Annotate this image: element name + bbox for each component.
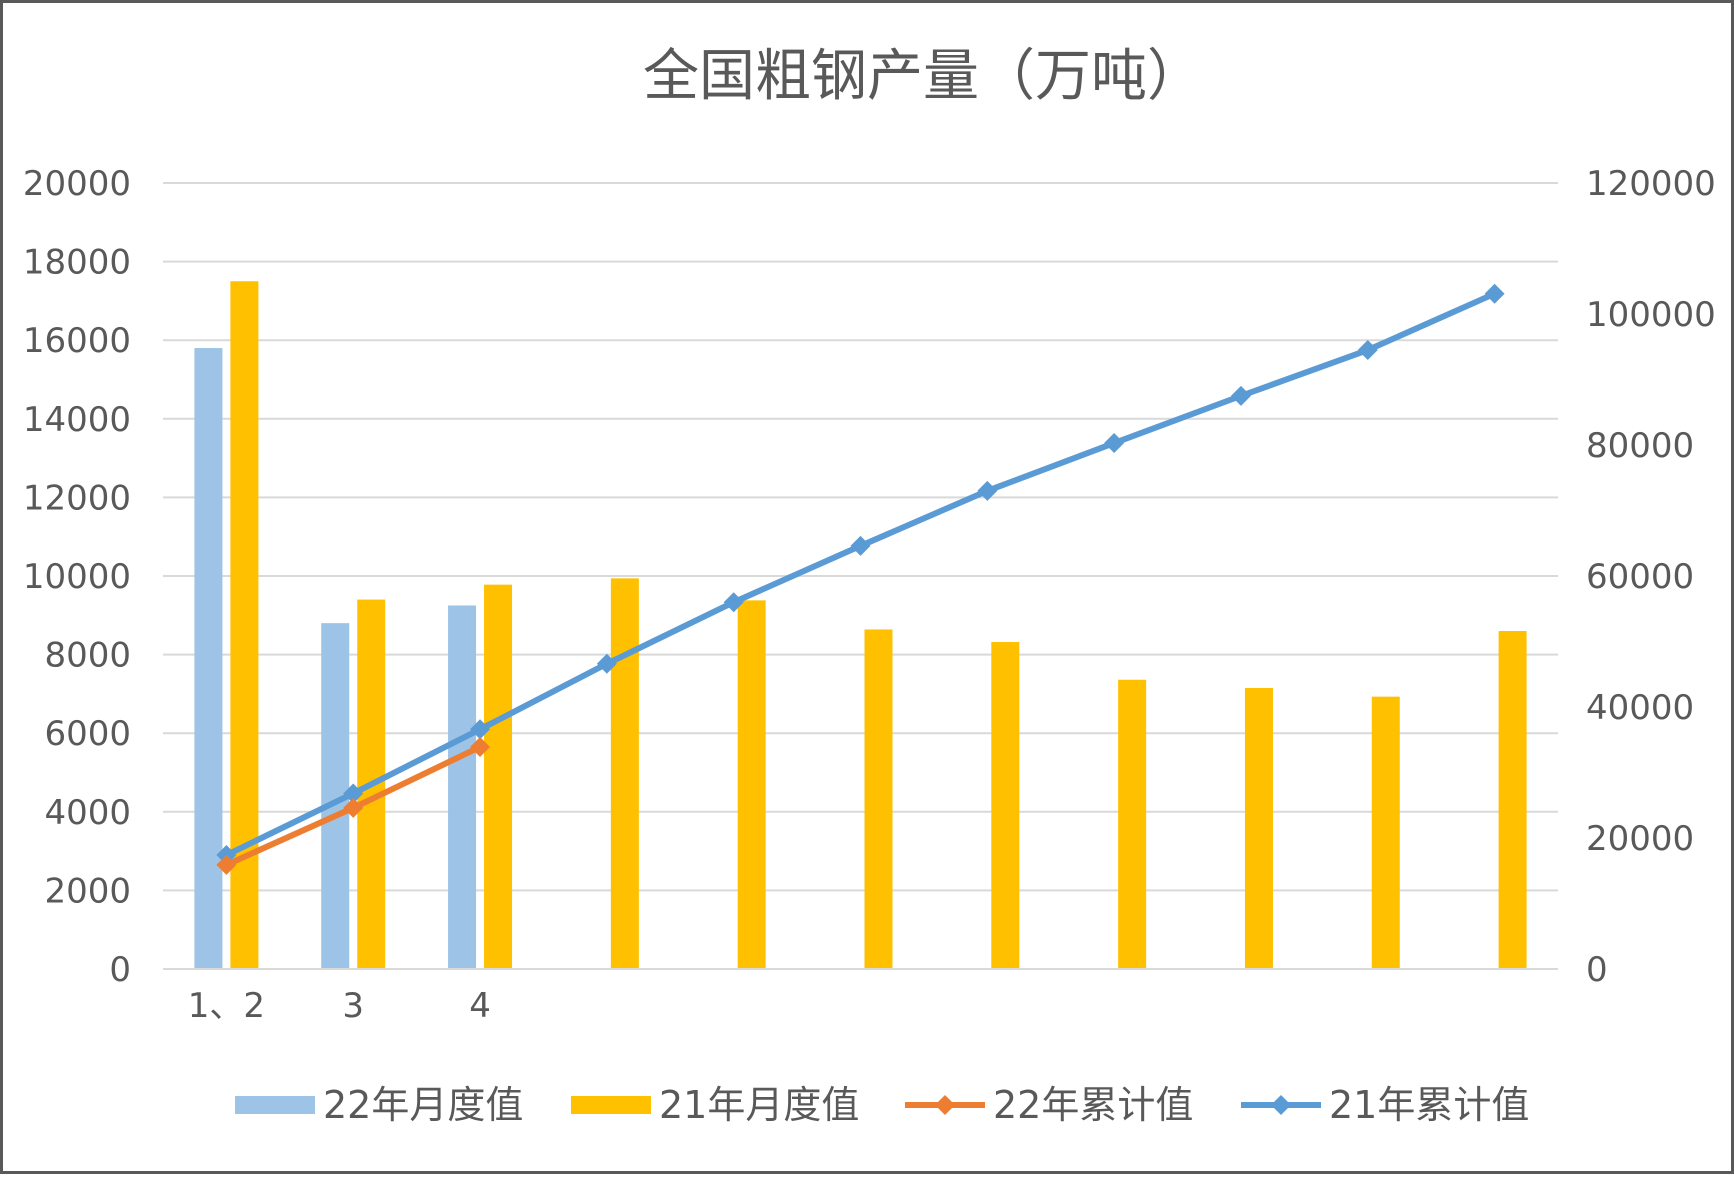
legend-label: 22年累计值 [993, 1083, 1193, 1127]
bar-21年月度值 [1118, 679, 1147, 969]
marker-21年累计值 [1230, 385, 1251, 406]
legend-label: 21年月度值 [659, 1083, 859, 1127]
left-axis-tick-label: 14000 [23, 400, 131, 440]
marker-21年累计值 [1357, 340, 1378, 361]
marker-22年累计值 [470, 736, 491, 757]
bar-22年月度值 [194, 348, 223, 969]
legend: 22年月度值 21年月度值 22年累计值 21年累计值 [235, 1083, 1529, 1127]
right-axis-tick-label: 120000 [1586, 164, 1716, 204]
legend-swatch-21年月度值 [571, 1096, 651, 1114]
marker-22年累计值 [216, 854, 237, 875]
legend-marker-21年累计值 [1271, 1095, 1291, 1115]
chart-title: 全国粗钢产量（万吨） [643, 44, 1203, 109]
right-axis-tick-label: 40000 [1586, 688, 1694, 728]
combo-chart: 全国粗钢产量（万吨） 0 2000 4000 6000 8000 10000 12000 14… [23, 44, 1716, 1127]
bar-21年月度值 [991, 642, 1020, 969]
legend-label: 21年累计值 [1329, 1083, 1529, 1127]
left-axis: 0 2000 4000 6000 8000 10000 12000 14000 16000 180… [23, 164, 131, 990]
bar-21年月度值 [610, 578, 639, 969]
right-axis: 0 20000 40000 60000 80000 100000 120000 [1586, 164, 1716, 990]
category-label: 3 [342, 986, 364, 1026]
left-axis-tick-label: 0 [109, 950, 131, 990]
legend-marker-22年累计值 [935, 1095, 955, 1115]
marker-21年累计值 [850, 535, 871, 556]
marker-21年累计值 [1484, 283, 1505, 304]
category-label: 1、2 [188, 986, 265, 1026]
category-label: 4 [469, 986, 491, 1026]
line-21年累计值 [225, 290, 1496, 858]
category-axis: 1、2 3 4 [188, 986, 491, 1026]
marker-21年累计值 [723, 592, 744, 613]
left-axis-tick-label: 12000 [23, 478, 131, 518]
right-axis-tick-label: 20000 [1586, 819, 1694, 859]
right-axis-tick-label: 60000 [1586, 557, 1694, 597]
bar-21年月度值 [1244, 688, 1273, 969]
line-series [216, 283, 1505, 875]
marker-22年累计值 [343, 797, 364, 818]
bar-21年月度值 [864, 629, 893, 969]
left-axis-tick-label: 20000 [23, 164, 131, 204]
marker-21年累计值 [343, 783, 364, 804]
left-axis-tick-label: 10000 [23, 557, 131, 597]
right-axis-tick-label: 0 [1586, 950, 1608, 990]
bar-21年月度值 [1371, 696, 1400, 969]
left-axis-tick-label: 18000 [23, 243, 131, 283]
bar-21年月度值 [737, 600, 766, 969]
marker-21年累计值 [1104, 433, 1125, 454]
marker-21年累计值 [977, 480, 998, 501]
bar-22年月度值 [448, 605, 477, 969]
left-axis-tick-label: 8000 [44, 636, 131, 676]
bar-series [194, 281, 1527, 969]
bar-21年月度值 [1498, 631, 1527, 969]
left-axis-tick-label: 2000 [44, 871, 131, 911]
left-axis-tick-label: 6000 [44, 714, 131, 754]
left-axis-tick-label: 4000 [44, 793, 131, 833]
legend-label: 22年月度值 [323, 1083, 523, 1127]
gridlines [163, 182, 1558, 892]
right-axis-tick-label: 100000 [1586, 295, 1716, 335]
bar-21年月度值 [484, 584, 513, 969]
marker-21年累计值 [596, 653, 617, 674]
marker-21年累计值 [470, 719, 491, 740]
left-axis-tick-label: 16000 [23, 321, 131, 361]
legend-swatch-22年月度值 [235, 1096, 315, 1114]
right-axis-tick-label: 80000 [1586, 426, 1694, 466]
